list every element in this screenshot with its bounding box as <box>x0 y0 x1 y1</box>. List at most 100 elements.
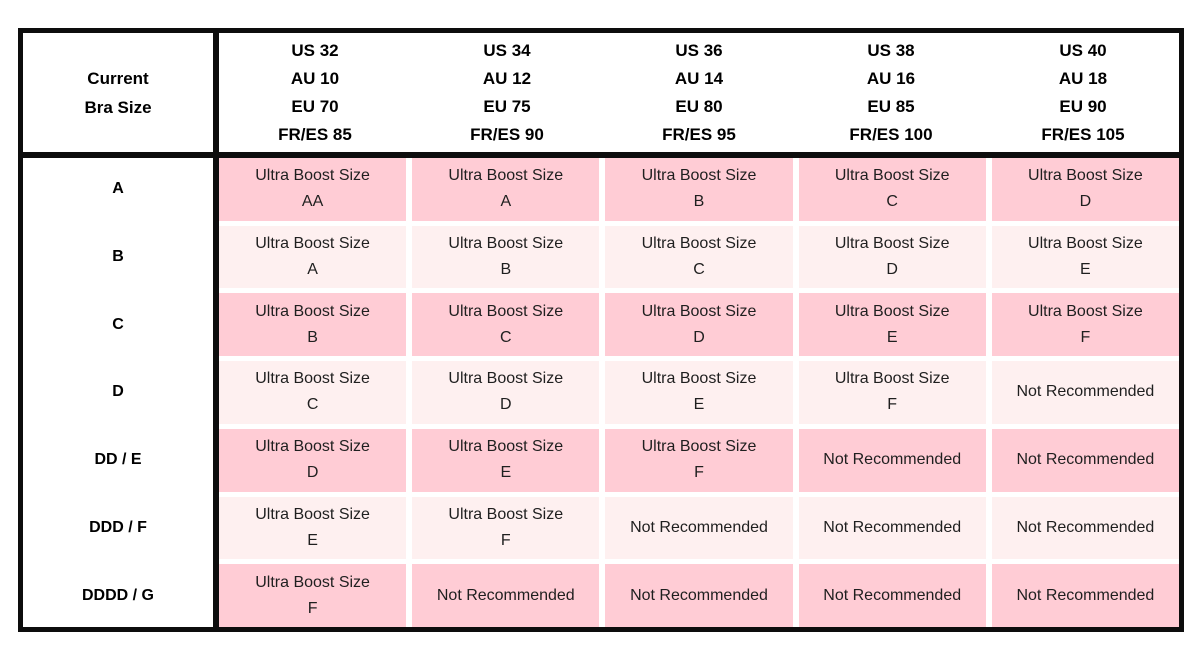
size-recommendation-line: Ultra Boost Size <box>448 505 564 523</box>
size-recommendation-line: AA <box>301 193 324 211</box>
column-header-line: US 34 <box>483 40 531 60</box>
size-recommendation-line: Not Recommended <box>823 518 962 536</box>
row-label: DD / E <box>94 451 142 469</box>
header-row: US 32 AU 10 EU 70 FR/ES 85 US 34 AU 12 EU 75 FR… <box>219 33 1179 152</box>
size-recommendation-line: B <box>693 193 705 211</box>
size-recommendation-cell: Not Recommended <box>605 564 793 627</box>
size-recommendation-line: Ultra Boost Size <box>834 370 950 388</box>
size-recommendation-cell: Ultra Boost Size E <box>991 225 1179 289</box>
size-recommendation-line: B <box>500 261 512 279</box>
size-recommendation-cell: Ultra Boost Size D <box>219 428 407 492</box>
size-recommendation-line: Ultra Boost Size <box>448 370 564 388</box>
size-recommendation-line: Ultra Boost Size <box>641 167 757 185</box>
size-recommendation-cell: Ultra Boost Size E <box>605 361 793 424</box>
size-recommendation-line: Not Recommended <box>1016 451 1155 469</box>
size-recommendation-cell: Ultra Boost Size C <box>605 225 793 289</box>
size-recommendation-cell: Ultra Boost Size E <box>798 293 986 357</box>
size-recommendation-line: D <box>500 396 512 414</box>
column-header-line: EU 70 <box>291 96 339 116</box>
size-recommendation-line: E <box>307 531 318 549</box>
size-recommendation-cell: Not Recommended <box>798 564 986 627</box>
size-recommendation-line: Ultra Boost Size <box>834 235 950 253</box>
column-header-line: EU 75 <box>483 96 531 116</box>
horizontal-divider <box>23 152 1179 158</box>
row-label: A <box>112 180 124 198</box>
size-recommendation-line: Ultra Boost Size <box>1028 167 1143 185</box>
row-label: D <box>112 383 124 401</box>
column-header-line: FR/ES 90 <box>470 124 544 144</box>
size-recommendation-cell: Ultra Boost Size F <box>605 428 793 492</box>
size-recommendation-line: F <box>887 396 898 414</box>
size-recommendation-line: D <box>886 261 898 279</box>
size-recommendation-line: A <box>307 261 318 279</box>
column-header-line: AU 18 <box>1058 68 1108 88</box>
column-header-line: US 40 <box>1059 40 1107 60</box>
size-recommendation-cell: Ultra Boost Size F <box>991 293 1179 357</box>
size-recommendation-line: B <box>307 328 318 346</box>
row-label: B <box>112 248 124 266</box>
size-recommendation-cell: Ultra Boost Size A <box>219 225 407 289</box>
column-header-line: AU 12 <box>482 68 532 88</box>
size-recommendation-cell: Not Recommended <box>798 428 986 492</box>
size-recommendation-line: C <box>693 261 705 279</box>
size-recommendation-line: E <box>500 464 512 482</box>
size-recommendation-cell: Ultra Boost Size C <box>798 158 986 221</box>
size-recommendation-line: Not Recommended <box>1016 518 1155 536</box>
size-recommendation-line: D <box>306 464 319 482</box>
size-recommendation-line: D <box>693 328 705 346</box>
column-header-line: EU 90 <box>1059 96 1107 116</box>
size-recommendation-line: Ultra Boost Size <box>448 235 564 253</box>
corner-header-current-bra-size: Current Bra Size <box>23 33 213 152</box>
column-header: US 32 AU 10 EU 70 FR/ES 85 <box>219 33 411 152</box>
size-recommendation-line: Not Recommended <box>1016 586 1155 604</box>
size-recommendation-line: Ultra Boost Size <box>1028 302 1143 320</box>
column-header: US 34 AU 12 EU 75 FR/ES 90 <box>411 33 603 152</box>
size-recommendation-cell: Not Recommended <box>991 564 1179 627</box>
size-recommendation-cell: Ultra Boost Size B <box>412 225 600 289</box>
column-header-line: AU 16 <box>866 68 916 88</box>
row-label: DDDD / G <box>82 586 154 604</box>
size-recommendation-line: F <box>1080 328 1091 346</box>
size-recommendation-line: Ultra Boost Size <box>1028 235 1143 253</box>
size-recommendation-line: Not Recommended <box>630 518 768 536</box>
size-recommendation-cell: Ultra Boost Size B <box>605 158 793 221</box>
size-recommendation-cell: Not Recommended <box>798 496 986 560</box>
size-recommendation-cell: Ultra Boost Size C <box>219 361 407 424</box>
corner-header-line-1: Current <box>87 68 149 88</box>
column-header-line: US 36 <box>675 40 723 60</box>
size-recommendation-line: Ultra Boost Size <box>255 505 370 523</box>
size-recommendation-line: C <box>500 328 512 346</box>
column-header-line: US 38 <box>867 40 915 60</box>
size-recommendation-line: Ultra Boost Size <box>448 302 564 320</box>
size-recommendation-line: D <box>1079 193 1092 211</box>
size-recommendation-line: Ultra Boost Size <box>448 438 564 456</box>
size-recommendation-line: Ultra Boost Size <box>641 235 757 253</box>
size-recommendation-line: E <box>1080 261 1091 279</box>
column-header-line: EU 85 <box>867 96 915 116</box>
size-recommendation-cell: Not Recommended <box>412 564 600 627</box>
size-recommendation-cell: Ultra Boost Size F <box>219 564 407 627</box>
size-recommendation-line: Ultra Boost Size <box>641 370 757 388</box>
size-recommendation-cell: Ultra Boost Size F <box>798 361 986 424</box>
size-recommendation-cell: Ultra Boost Size F <box>412 496 600 560</box>
size-recommendation-cell: Ultra Boost Size C <box>412 293 600 357</box>
size-recommendation-cell: Ultra Boost Size D <box>991 158 1179 221</box>
size-recommendation-cell: Not Recommended <box>605 496 793 560</box>
size-recommendation-cell: Ultra Boost Size A <box>412 158 600 221</box>
size-recommendation-line: Ultra Boost Size <box>255 573 370 591</box>
size-recommendation-line: Ultra Boost Size <box>255 235 370 253</box>
size-recommendation-line: Ultra Boost Size <box>448 167 564 185</box>
size-recommendation-line: F <box>307 599 318 617</box>
size-recommendation-cell: Ultra Boost Size B <box>219 293 407 357</box>
size-recommendation-line: F <box>500 531 511 549</box>
bra-size-conversion-table: Current Bra Size US 32 AU 10 EU 70 FR/ES 85… <box>18 28 1184 632</box>
size-recommendation-line: F <box>694 464 704 482</box>
size-recommendation-cell: Not Recommended <box>991 361 1179 424</box>
size-recommendation-line: Not Recommended <box>823 586 962 604</box>
size-recommendation-cell: Ultra Boost Size D <box>798 225 986 289</box>
size-recommendation-cell: Ultra Boost Size D <box>605 293 793 357</box>
column-header-line: AU 10 <box>290 68 340 88</box>
column-header-line: US 32 <box>291 40 339 60</box>
size-recommendation-line: Ultra Boost Size <box>255 302 370 320</box>
